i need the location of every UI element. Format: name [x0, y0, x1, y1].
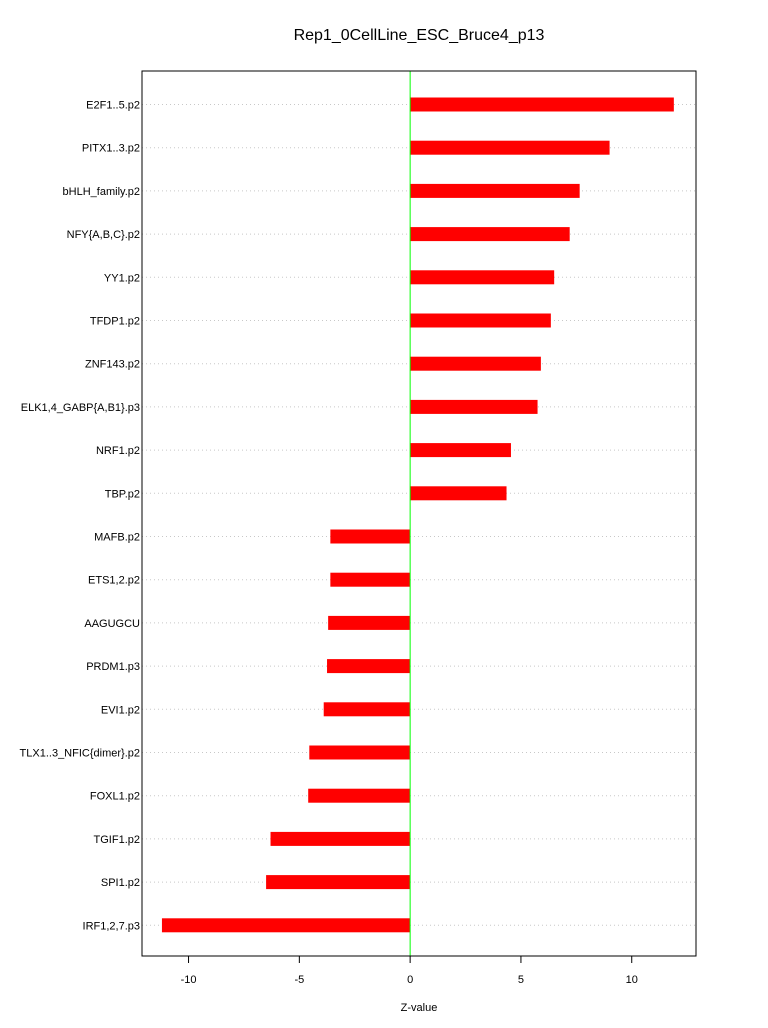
category-label: TGIF1.p2 [94, 834, 140, 846]
bar [410, 356, 541, 371]
bar [266, 875, 411, 890]
category-label: TLX1..3_NFIC{dimer}.p2 [20, 748, 140, 760]
category-label: MAFB.p2 [94, 532, 140, 544]
category-label: ZNF143.p2 [85, 359, 140, 371]
x-tick-label: 10 [626, 974, 638, 986]
x-axis-title: Z-value [401, 1002, 438, 1014]
category-label: PITX1..3.p2 [82, 143, 140, 155]
category-label: ETS1,2.p2 [88, 575, 140, 587]
bar [410, 313, 551, 328]
chart-title: Rep1_0CellLine_ESC_Bruce4_p13 [294, 27, 545, 44]
category-label: NRF1.p2 [96, 445, 140, 457]
category-label: EVI1.p2 [101, 704, 140, 716]
bars [161, 97, 674, 933]
bar [410, 270, 555, 285]
category-label: AAGUGCU [84, 618, 140, 630]
category-label: ELK1,4_GABP{A,B1}.p3 [21, 402, 140, 414]
category-label: NFY{A,B,C}.p2 [67, 229, 140, 241]
bar [330, 572, 411, 587]
category-label: YY1.p2 [104, 272, 140, 284]
bar [323, 702, 411, 717]
bar [410, 443, 511, 458]
plot-frame [141, 70, 697, 957]
bar [308, 788, 411, 803]
bar [410, 183, 580, 198]
category-labels: E2F1..5.p2 PITX1..3.p2 bHLH_family.p2 NFY{A… [20, 100, 141, 933]
bar [161, 918, 411, 933]
category-label: FOXL1.p2 [90, 791, 140, 803]
x-tick-label: 5 [518, 974, 524, 986]
bar [410, 97, 674, 112]
category-label: PRDM1.p3 [86, 661, 140, 673]
bar [410, 140, 610, 155]
category-label: SPI1.p2 [101, 877, 140, 889]
x-axis: -10 -5 0 5 10 [181, 955, 638, 986]
category-label: TFDP1.p2 [90, 316, 140, 328]
category-label: IRF1,2,7.p3 [83, 920, 140, 932]
bar [330, 529, 411, 544]
bar [328, 615, 411, 630]
category-label: bHLH_family.p2 [63, 186, 140, 198]
category-label: TBP.p2 [105, 488, 140, 500]
category-label: E2F1..5.p2 [86, 100, 140, 112]
bar [410, 227, 570, 242]
x-tick-label: -5 [294, 974, 304, 986]
bar [327, 659, 411, 674]
bar [309, 745, 411, 760]
x-tick-label: -10 [181, 974, 197, 986]
bar [410, 399, 538, 414]
x-tick-label: 0 [407, 974, 413, 986]
bar [410, 486, 507, 501]
bar [270, 831, 411, 846]
